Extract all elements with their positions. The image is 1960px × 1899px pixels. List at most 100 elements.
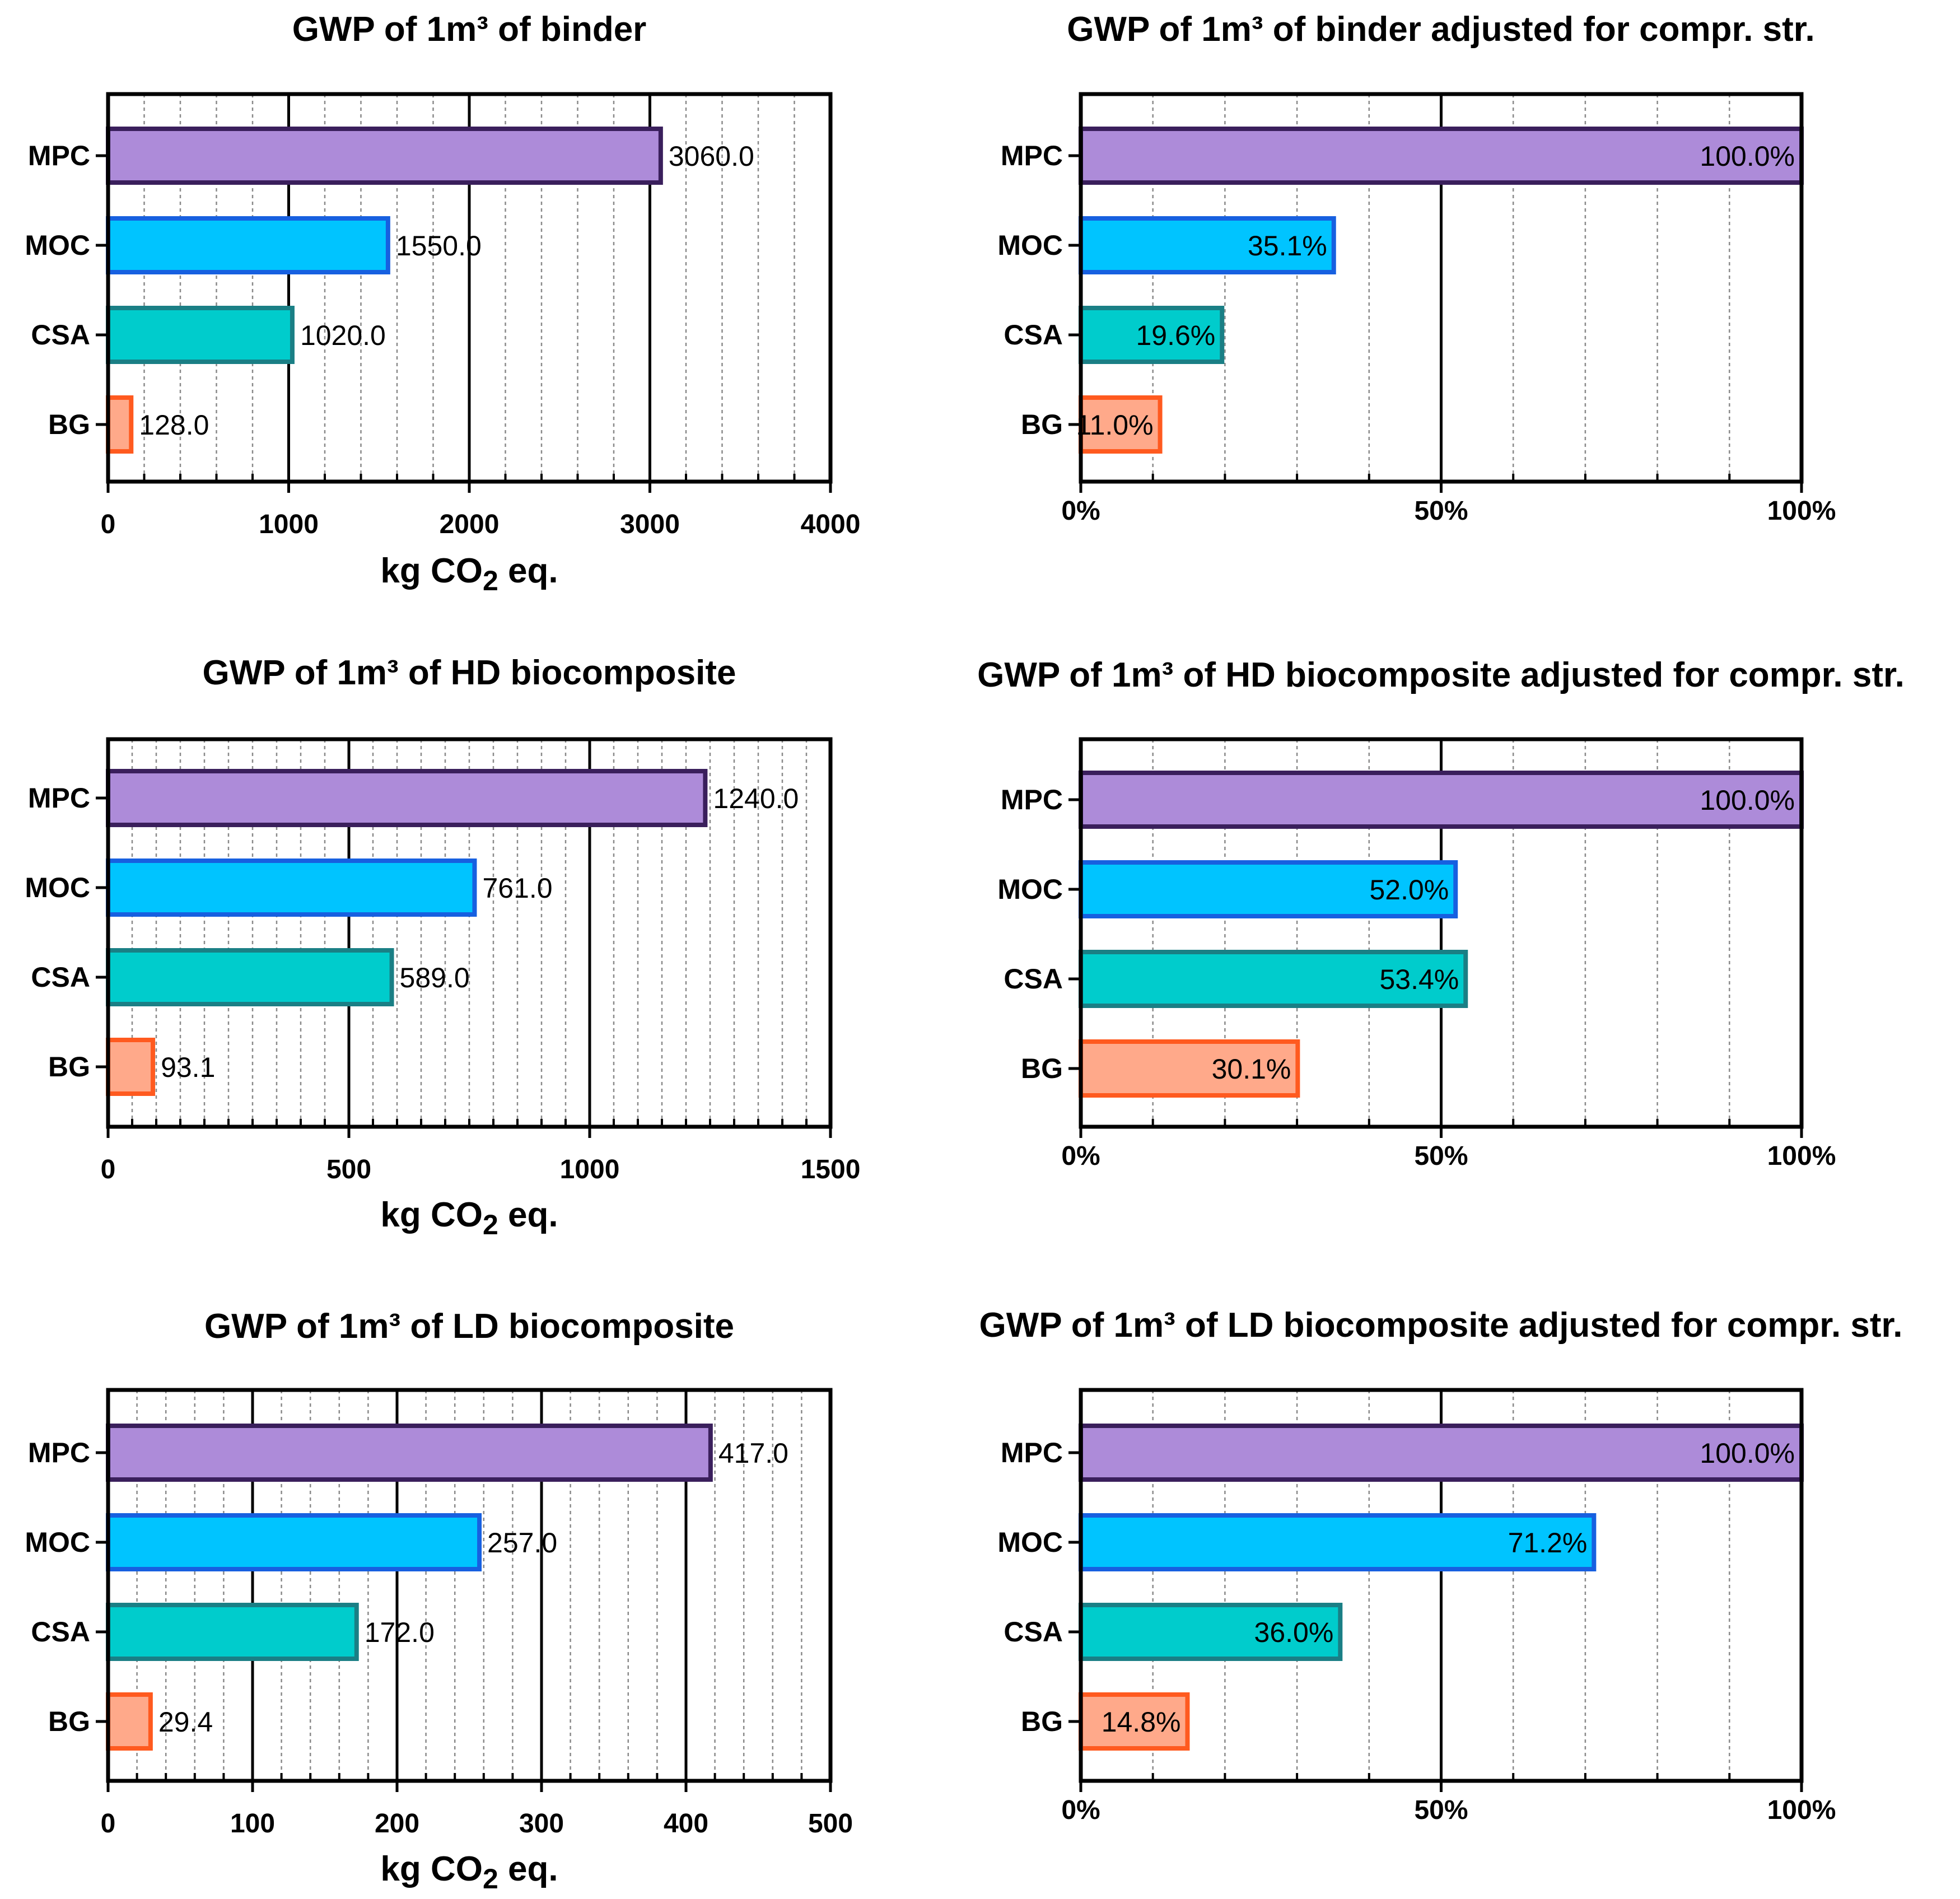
data-label: 1240.0 <box>713 783 799 814</box>
data-label: 128.0 <box>139 409 209 441</box>
category-label: MOC <box>25 872 90 903</box>
category-label: MPC <box>28 1437 90 1468</box>
x-tick-label: 100% <box>1767 1141 1836 1171</box>
category-label: MPC <box>28 140 90 171</box>
data-label: 71.2% <box>1508 1527 1588 1559</box>
category-label: BG <box>48 1706 90 1737</box>
chart-panel-6: GWP of 1m³ of LD biocomposite adjusted f… <box>979 1306 1903 1825</box>
x-tick-label: 0% <box>1061 496 1100 526</box>
x-tick-label: 0% <box>1061 1141 1100 1171</box>
bar-mpc <box>1079 1424 1804 1482</box>
category-label: MOC <box>997 874 1063 905</box>
x-tick-label: 0 <box>101 1809 116 1839</box>
bar-csa <box>1079 1603 1343 1661</box>
bar-mpc <box>106 769 708 827</box>
category-label: BG <box>1021 1706 1063 1737</box>
x-tick-label: 500 <box>326 1155 371 1184</box>
bar-bg <box>106 1692 153 1751</box>
category-label: CSA <box>31 1616 90 1648</box>
category-label: MPC <box>1001 140 1063 171</box>
data-label: 52.0% <box>1369 874 1449 906</box>
category-label: MOC <box>25 1527 90 1558</box>
x-tick-label: 1000 <box>560 1155 620 1184</box>
chart-title: GWP of 1m³ of LD biocomposite <box>204 1307 734 1346</box>
category-label: MOC <box>25 230 90 261</box>
bar-bg <box>1079 1039 1300 1098</box>
bar-mpc <box>106 1424 713 1482</box>
x-axis-label: kg CO2 eq. <box>380 552 558 596</box>
chart-panel-5: GWP of 1m³ of LD biocomposite MPC 417.0 MOC… <box>25 1307 853 1895</box>
chart-panel-1: GWP of 1m³ of binder MPC 3060.0 MOC 1550.0 CS… <box>25 10 860 596</box>
bar-csa <box>1079 306 1225 364</box>
chart-panel-4: GWP of 1m³ of HD biocomposite adjusted f… <box>977 656 1905 1171</box>
bar-moc <box>106 216 390 274</box>
category-label: MOC <box>997 230 1063 261</box>
data-label: 100.0% <box>1700 785 1795 816</box>
x-axis-label: kg CO2 eq. <box>380 1196 558 1240</box>
bar-mpc <box>1079 127 1804 185</box>
chart-title: GWP of 1m³ of binder <box>292 10 647 49</box>
x-tick-label: 0% <box>1061 1795 1100 1825</box>
x-tick-label: 200 <box>375 1809 419 1839</box>
chart-panel-2: GWP of 1m³ of binder adjusted for compr.… <box>997 10 1836 526</box>
data-label: 35.1% <box>1248 230 1327 262</box>
data-label: 19.6% <box>1136 320 1215 351</box>
plot-frame <box>106 1388 833 1783</box>
chart-title: GWP of 1m³ of HD biocomposite <box>203 654 736 692</box>
data-label: 417.0 <box>718 1438 788 1469</box>
x-tick-label: 50% <box>1414 1141 1468 1171</box>
category-label: BG <box>1021 409 1063 440</box>
x-tick-label: 4000 <box>801 510 861 539</box>
x-axis-label: kg CO2 eq. <box>380 1850 558 1895</box>
data-label: 100.0% <box>1700 141 1795 172</box>
category-label: CSA <box>1004 319 1063 351</box>
bar-bg <box>106 395 134 454</box>
x-tick-label: 100% <box>1767 496 1836 526</box>
category-label: MPC <box>1001 784 1063 815</box>
bar-csa <box>106 1603 359 1661</box>
data-label: 172.0 <box>365 1617 435 1648</box>
chart-title: GWP of 1m³ of binder adjusted for compr.… <box>1067 10 1814 49</box>
category-label: BG <box>48 409 90 440</box>
bar-moc <box>1079 1513 1597 1571</box>
data-label: 3060.0 <box>669 141 754 172</box>
x-tick-label: 300 <box>519 1809 564 1839</box>
data-label: 257.0 <box>487 1527 557 1559</box>
x-tick-label: 1500 <box>801 1155 861 1184</box>
chart-panel-3: GWP of 1m³ of HD biocomposite MPC 1240.0 MO… <box>25 654 860 1240</box>
bar-mpc <box>106 127 663 185</box>
category-label: BG <box>48 1051 90 1083</box>
data-label: 14.8% <box>1102 1706 1181 1738</box>
x-tick-label: 500 <box>808 1809 853 1839</box>
bar-mpc <box>1079 771 1804 829</box>
bar-moc <box>106 858 477 917</box>
x-tick-label: 400 <box>664 1809 708 1839</box>
chart-title: GWP of 1m³ of LD biocomposite adjusted f… <box>979 1306 1903 1345</box>
category-label: CSA <box>31 319 90 351</box>
category-label: CSA <box>1004 1616 1063 1648</box>
x-tick-label: 50% <box>1414 496 1468 526</box>
bar-csa <box>106 306 295 364</box>
bar-csa <box>106 948 394 1006</box>
bar-moc <box>106 1513 482 1571</box>
x-tick-label: 100% <box>1767 1795 1836 1825</box>
category-label: CSA <box>1004 963 1063 995</box>
data-label: 30.1% <box>1212 1053 1291 1085</box>
bar-bg <box>1079 395 1163 454</box>
data-label: 11.0% <box>1076 409 1154 441</box>
data-label: 36.0% <box>1254 1617 1334 1648</box>
bar-csa <box>1079 950 1468 1008</box>
category-label: MPC <box>28 782 90 814</box>
category-label: CSA <box>31 962 90 993</box>
data-label: 761.0 <box>482 872 552 904</box>
chart-title: GWP of 1m³ of HD biocomposite adjusted f… <box>977 656 1905 694</box>
bar-moc <box>1079 860 1458 918</box>
data-label: 53.4% <box>1379 964 1459 995</box>
x-tick-label: 2000 <box>440 510 500 539</box>
bar-bg <box>106 1038 156 1096</box>
bar-moc <box>1079 216 1336 274</box>
data-label: 93.1 <box>161 1052 215 1083</box>
x-tick-label: 0 <box>101 510 116 539</box>
x-tick-label: 0 <box>101 1155 116 1184</box>
